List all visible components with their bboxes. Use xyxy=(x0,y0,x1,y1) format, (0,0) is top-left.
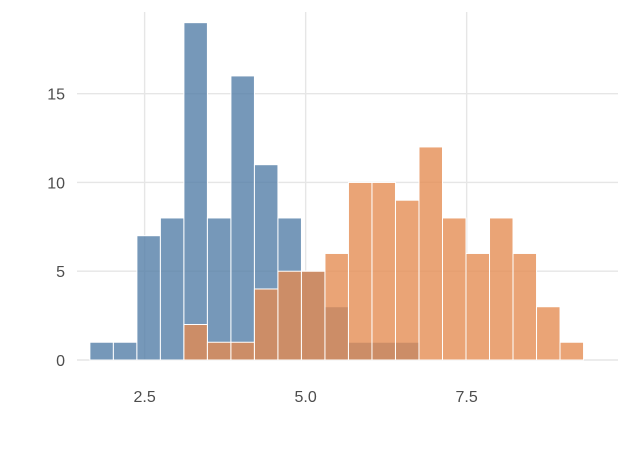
histogram-bar xyxy=(536,306,561,361)
histogram-bar xyxy=(489,217,514,361)
histogram-bar xyxy=(230,341,255,361)
bars xyxy=(89,22,585,361)
histogram-bar xyxy=(512,252,538,361)
y-tick-labels: 0 5 10 15 xyxy=(47,87,65,370)
histogram-bar xyxy=(183,22,208,361)
histogram-bar xyxy=(324,252,349,361)
histogram-bar xyxy=(441,217,467,361)
histogram-bar xyxy=(418,146,443,361)
histogram-bar xyxy=(112,341,138,361)
y-tick-label: 5 xyxy=(56,264,65,281)
y-tick-label: 0 xyxy=(56,353,65,370)
histogram-bar xyxy=(89,341,114,361)
histogram-bar xyxy=(559,341,585,361)
histogram-bar xyxy=(206,217,232,361)
histogram-bar xyxy=(159,217,185,361)
x-tick-label: 5.0 xyxy=(295,389,317,406)
histogram-bar xyxy=(253,288,279,361)
histogram-bar xyxy=(465,252,491,361)
x-tick-labels: 2.5 5.0 7.5 xyxy=(134,389,478,406)
histogram-bar xyxy=(371,181,396,361)
histogram-bar xyxy=(230,75,255,361)
histogram-bar xyxy=(300,270,326,361)
histogram-bar xyxy=(347,181,373,361)
histogram-bar xyxy=(183,323,208,361)
histogram-bar xyxy=(206,341,232,361)
y-tick-label: 10 xyxy=(47,175,65,192)
histogram-bar xyxy=(394,199,420,361)
x-tick-label: 2.5 xyxy=(134,389,156,406)
y-tick-label: 15 xyxy=(47,87,65,104)
x-tick-label: 7.5 xyxy=(456,389,478,406)
histogram-bar xyxy=(277,270,302,361)
histogram-bar xyxy=(136,235,161,361)
